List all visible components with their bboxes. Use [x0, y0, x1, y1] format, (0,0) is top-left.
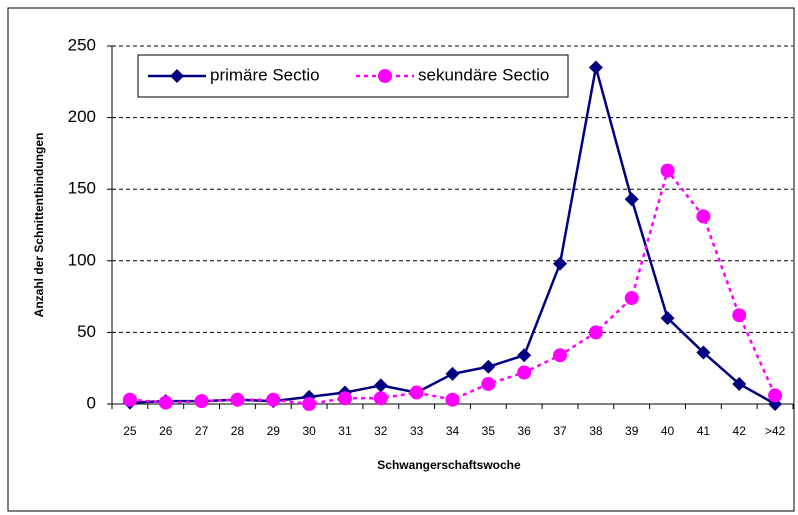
legend: primäre Sectio sekundäre Sectio [137, 54, 569, 98]
x-tick-label: 33 [410, 424, 424, 438]
y-tick-label: 150 [68, 179, 96, 198]
y-axis-label: Anzahl der Schnittentbindungen [32, 133, 46, 318]
marker [588, 60, 603, 75]
marker [517, 348, 532, 363]
marker [378, 69, 392, 83]
marker [696, 209, 711, 224]
x-tick-label: 29 [267, 424, 281, 438]
marker [194, 394, 209, 409]
marker [445, 392, 460, 407]
x-tick-label: 28 [231, 424, 245, 438]
marker [373, 378, 388, 393]
x-tick-label: >42 [765, 424, 786, 438]
x-tick-label: 37 [553, 424, 567, 438]
marker [230, 392, 245, 407]
x-tick-label: 26 [159, 424, 173, 438]
legend-box [137, 54, 569, 98]
x-tick-label: 41 [697, 424, 711, 438]
x-tick-label: 39 [625, 424, 639, 438]
marker [170, 69, 184, 83]
marker [481, 359, 496, 374]
marker [732, 308, 747, 323]
x-tick-label: 30 [302, 424, 316, 438]
legend-label: primäre Sectio [210, 65, 320, 84]
marker [158, 395, 173, 410]
marker [266, 392, 281, 407]
marker [445, 366, 460, 381]
x-tick-label: 38 [589, 424, 603, 438]
marker [660, 311, 675, 326]
marker [337, 391, 352, 406]
legend-label: sekundäre Sectio [418, 65, 549, 84]
marker [302, 397, 317, 411]
marker [517, 365, 532, 380]
y-tick-label: 100 [68, 250, 96, 269]
marker [660, 163, 675, 178]
marker [122, 392, 137, 407]
marker [624, 291, 639, 306]
marker [732, 376, 747, 391]
y-tick-label: 0 [87, 393, 96, 412]
x-tick-label: 36 [518, 424, 532, 438]
y-tick-label: 50 [77, 322, 96, 341]
x-tick-label: 31 [338, 424, 352, 438]
x-tick-label: 34 [446, 424, 460, 438]
y-tick-label: 200 [68, 107, 96, 126]
x-tick-label: 40 [661, 424, 675, 438]
marker [696, 345, 711, 360]
marker [624, 192, 639, 207]
x-tick-label: 35 [482, 424, 496, 438]
marker [373, 391, 388, 406]
x-axis-label: Schwangerschaftswoche [377, 458, 521, 472]
x-tick-label: 32 [374, 424, 388, 438]
marker [553, 348, 568, 363]
x-tick-label: 27 [195, 424, 209, 438]
marker [409, 385, 424, 400]
marker [553, 256, 568, 271]
y-tick-label: 250 [68, 35, 96, 54]
marker [588, 325, 603, 340]
x-tick-label: 42 [733, 424, 747, 438]
marker [768, 388, 783, 403]
marker [481, 376, 496, 391]
x-tick-label: 25 [123, 424, 137, 438]
